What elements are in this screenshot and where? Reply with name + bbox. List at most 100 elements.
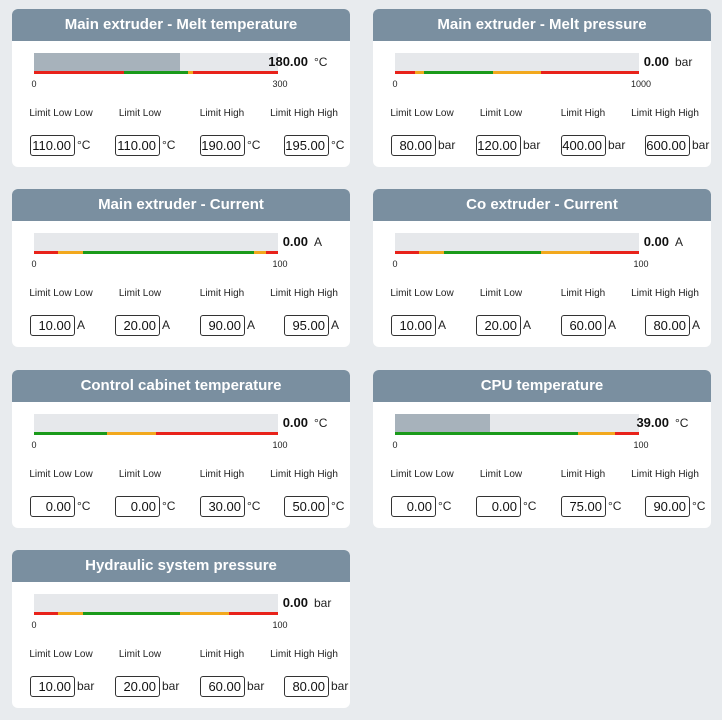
limit-unit: °C [77, 499, 91, 513]
limit-input[interactable]: 20.00 [115, 314, 160, 336]
card-title: Co extruder - Current [373, 189, 711, 221]
gauge-zones [34, 432, 278, 435]
current-value: 0.00 [282, 234, 308, 249]
value-unit: bar [675, 55, 693, 69]
limit-unit: bar [523, 138, 541, 152]
limit-field: 10.00 bar [30, 675, 94, 697]
limit-input[interactable]: 80.00 [284, 675, 329, 697]
limit-label: Limit High [560, 108, 606, 119]
scale-max: 100 [272, 259, 288, 269]
limit-input[interactable]: 90.00 [200, 314, 245, 336]
limit-label: Limit Low Low [390, 288, 454, 299]
limit-input[interactable]: 0.00 [115, 495, 160, 517]
limit-input[interactable]: 20.00 [476, 314, 521, 336]
limit-label: Limit Low [118, 108, 162, 119]
zone-red [395, 251, 420, 254]
limit-unit: A [608, 318, 617, 332]
limit-field: 20.00 A [476, 314, 531, 336]
zone-green [443, 251, 542, 254]
limit-input[interactable]: 190.00 [200, 134, 245, 156]
limit-field: 80.00 bar [391, 134, 455, 156]
limit-field: 20.00 A [115, 314, 170, 336]
scale-max: 100 [633, 440, 649, 450]
zone-red [34, 71, 124, 74]
limit-input[interactable]: 80.00 [391, 134, 436, 156]
limit-input[interactable]: 120.00 [476, 134, 521, 156]
limit-input[interactable]: 110.00 [30, 134, 75, 156]
limit-input[interactable]: 95.00 [284, 314, 329, 336]
limit-field: 0.00 °C [476, 495, 536, 517]
limit-input[interactable]: 60.00 [561, 314, 606, 336]
limit-label: Limit Low [479, 288, 523, 299]
zone-red [265, 251, 278, 254]
limit-unit: °C [162, 138, 176, 152]
zone-yellow [414, 71, 425, 74]
limit-input[interactable]: 10.00 [30, 675, 75, 697]
limit-label: Limit Low Low [29, 108, 93, 119]
limit-label: Limit High High [270, 108, 338, 119]
limit-unit: bar [331, 679, 349, 693]
limit-input[interactable]: 60.00 [200, 675, 245, 697]
gauge-bar [395, 414, 639, 435]
gauge-zones [395, 251, 639, 254]
limit-field: 195.00 °C [284, 134, 344, 156]
limit-input[interactable]: 10.00 [30, 314, 75, 336]
gauge-bar [395, 53, 639, 74]
zone-green [82, 251, 254, 254]
gauge-card: Co extruder - Current 0 100 0.00 A Limit Low … [373, 189, 711, 347]
limit-label: Limit Low [118, 469, 162, 480]
zone-yellow [58, 251, 83, 254]
limit-field: 90.00 °C [645, 495, 705, 517]
limit-unit: °C [331, 138, 345, 152]
limit-input[interactable]: 10.00 [391, 314, 436, 336]
gauge-card: CPU temperature 0 100 39.00 °C Limit Low Low L… [373, 370, 711, 528]
limit-input[interactable]: 400.00 [561, 134, 606, 156]
limit-input[interactable]: 600.00 [645, 134, 690, 156]
limit-unit: A [523, 318, 532, 332]
limit-field: 600.00 bar [645, 134, 709, 156]
limit-unit: A [247, 318, 256, 332]
zone-red [34, 612, 59, 615]
limit-input[interactable]: 195.00 [284, 134, 329, 156]
limit-field: 110.00 °C [115, 134, 175, 156]
zone-yellow [419, 251, 444, 254]
zone-yellow [578, 432, 615, 435]
scale-max: 1000 [630, 79, 652, 89]
limit-field: 90.00 A [200, 314, 255, 336]
limit-field: 80.00 bar [284, 675, 348, 697]
limit-unit: °C [77, 138, 91, 152]
limit-input[interactable]: 50.00 [284, 495, 329, 517]
limit-input[interactable]: 75.00 [561, 495, 606, 517]
scale-min: 0 [31, 259, 37, 269]
limit-label: Limit Low [118, 288, 162, 299]
limit-input[interactable]: 80.00 [645, 314, 690, 336]
zone-yellow [253, 251, 266, 254]
limit-label: Limit Low Low [29, 288, 93, 299]
limit-input[interactable]: 0.00 [30, 495, 75, 517]
gauge-zones [395, 71, 639, 74]
limit-input[interactable]: 0.00 [476, 495, 521, 517]
limit-input[interactable]: 110.00 [115, 134, 160, 156]
card-title: Main extruder - Melt temperature [12, 9, 350, 41]
gauge-card: Main extruder - Melt pressure 0 1000 0.00 ba… [373, 9, 711, 167]
gauge-bar [34, 414, 278, 435]
zone-yellow [58, 612, 83, 615]
gauge-bar [34, 594, 278, 615]
zone-red [395, 71, 415, 74]
limit-input[interactable]: 0.00 [391, 495, 436, 517]
limit-field: 60.00 A [561, 314, 616, 336]
limit-label: Limit Low [479, 469, 523, 480]
value-unit: °C [314, 55, 328, 69]
limit-unit: A [162, 318, 171, 332]
limit-input[interactable]: 20.00 [115, 675, 160, 697]
limit-label: Limit High High [631, 108, 699, 119]
limit-input[interactable]: 90.00 [645, 495, 690, 517]
limit-input[interactable]: 30.00 [200, 495, 245, 517]
zone-red [156, 432, 278, 435]
gauge-fill [395, 414, 491, 432]
card-title: CPU temperature [373, 370, 711, 402]
limit-label: Limit High [199, 288, 245, 299]
current-value: 0.00 [282, 595, 308, 610]
value-unit: A [675, 235, 684, 249]
zone-red [192, 71, 278, 74]
